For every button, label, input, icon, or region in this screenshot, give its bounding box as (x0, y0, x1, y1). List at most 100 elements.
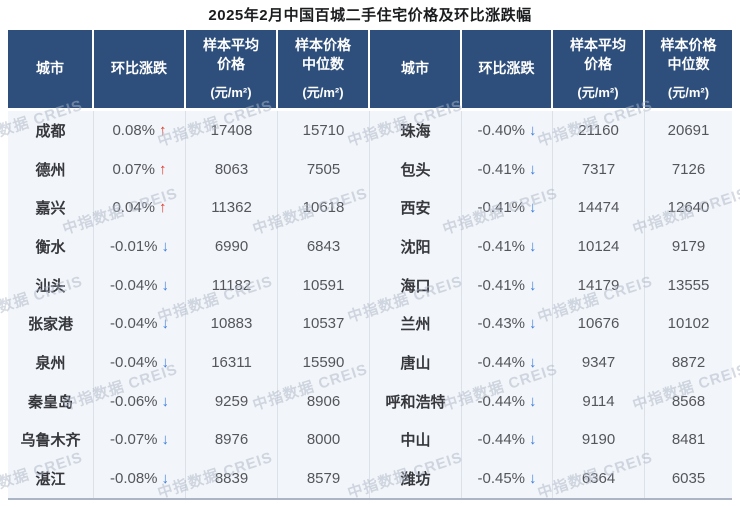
city-cell: 泉州 (8, 343, 94, 382)
chart-title: 2025年2月中国百城二手住宅价格及环比涨跌幅 (208, 7, 532, 24)
change-value: -0.44% (477, 353, 526, 371)
down-arrow-icon: ↓ (529, 276, 537, 294)
header-label: 样本平均 (203, 36, 259, 53)
change-value: -0.08% (109, 470, 158, 488)
city-cell: 乌鲁木齐 (8, 420, 94, 460)
city-cell: 中山 (370, 420, 462, 460)
down-arrow-icon: ↓ (161, 353, 170, 371)
city-cell: 海口 (370, 265, 462, 305)
header-label: 环比涨跌 (478, 60, 535, 77)
change-value: -0.41% (477, 237, 526, 255)
change-cell: -0.01% ↓ (94, 227, 186, 266)
median-price-cell: 8872 (645, 343, 732, 382)
city-cell: 兰州 (370, 304, 462, 344)
down-arrow-icon: ↓ (161, 276, 170, 294)
change-value: -0.41% (477, 199, 526, 217)
avg-price-cell: 8839 (186, 459, 278, 498)
change-cell: -0.06% ↓ (94, 381, 186, 421)
median-price-cell: 15710 (278, 111, 370, 150)
change-cell: -0.45% ↓ (462, 459, 553, 498)
avg-price-cell: 7317 (553, 149, 645, 189)
change-value: -0.44% (477, 431, 526, 449)
avg-price-cell: 14179 (553, 265, 645, 305)
down-arrow-icon: ↓ (161, 315, 170, 333)
down-arrow-icon: ↓ (529, 160, 537, 178)
avg-price-cell: 16311 (186, 343, 278, 382)
change-value: -0.06% (109, 392, 158, 410)
median-price-cell: 6035 (645, 459, 732, 498)
change-value: -0.45% (477, 470, 526, 488)
header-unit: (元/m²) (210, 85, 252, 100)
down-arrow-icon: ↓ (529, 237, 537, 255)
change-value: -0.04% (109, 276, 158, 294)
header-change-left: 环比涨跌 (94, 30, 186, 111)
median-price-cell: 10591 (278, 265, 370, 305)
change-value: -0.41% (477, 276, 526, 294)
change-cell: -0.44% ↓ (462, 343, 553, 382)
header-label: 价格 (217, 56, 245, 73)
avg-price-cell: 10124 (553, 227, 645, 266)
median-price-cell: 12640 (645, 188, 732, 228)
down-arrow-icon: ↓ (529, 470, 537, 488)
down-arrow-icon: ↓ (161, 431, 170, 449)
change-cell: -0.04% ↓ (94, 343, 186, 382)
change-value: 0.07% (112, 160, 156, 178)
change-cell: -0.44% ↓ (462, 381, 553, 421)
header-avg-price-left: 样本平均 价格 (元/m²) (186, 30, 278, 111)
header-label: 价格 (584, 56, 612, 73)
change-cell: -0.41% ↓ (462, 149, 553, 189)
city-cell: 衡水 (8, 227, 94, 266)
down-arrow-icon: ↓ (529, 199, 537, 217)
change-cell: -0.43% ↓ (462, 304, 553, 344)
avg-price-cell: 17408 (186, 111, 278, 150)
change-cell: -0.07% ↓ (94, 420, 186, 460)
city-cell: 呼和浩特 (370, 381, 462, 421)
change-value: -0.44% (477, 392, 526, 410)
down-arrow-icon: ↓ (529, 431, 537, 449)
avg-price-cell: 6364 (553, 459, 645, 498)
median-price-cell: 15590 (278, 343, 370, 382)
down-arrow-icon: ↓ (529, 315, 537, 333)
down-arrow-icon: ↓ (161, 470, 170, 488)
avg-price-cell: 9114 (553, 381, 645, 421)
city-cell: 秦皇岛 (8, 381, 94, 421)
header-label: 样本平均 (570, 36, 626, 53)
header-unit: (元/m²) (577, 85, 619, 100)
header-unit: (元/m²) (667, 85, 710, 100)
header-city-right: 城市 (370, 30, 462, 111)
median-price-cell: 8481 (645, 420, 732, 460)
header-unit: (元/m²) (302, 85, 344, 100)
change-value: -0.40% (477, 121, 526, 139)
header-median-price-right: 样本价格 中位数 (元/m²) (645, 30, 732, 111)
avg-price-cell: 11362 (186, 188, 278, 228)
median-price-cell: 7126 (645, 149, 732, 189)
city-cell: 嘉兴 (8, 188, 94, 228)
change-value: -0.43% (477, 315, 526, 333)
change-cell: -0.41% ↓ (462, 265, 553, 305)
median-price-cell: 10537 (278, 304, 370, 344)
change-cell: -0.04% ↓ (94, 265, 186, 305)
median-price-cell: 13555 (645, 265, 732, 305)
avg-price-cell: 11182 (186, 265, 278, 305)
avg-price-cell: 21160 (553, 111, 645, 150)
avg-price-cell: 8063 (186, 149, 278, 189)
header-label: 样本价格 (295, 36, 351, 53)
up-arrow-icon: ↑ (159, 160, 167, 178)
change-cell: 0.04% ↑ (94, 188, 186, 228)
data-table: 城市 环比涨跌 样本平均 价格 (元/m²) 样本价格 中位数 (元/m²) 城… (8, 30, 732, 500)
header-change-right: 环比涨跌 (462, 30, 553, 111)
down-arrow-icon: ↓ (529, 353, 537, 371)
avg-price-cell: 6990 (186, 227, 278, 266)
up-arrow-icon: ↑ (159, 199, 167, 217)
change-cell: 0.07% ↑ (94, 149, 186, 189)
change-cell: -0.40% ↓ (462, 111, 553, 150)
header-label: 城市 (36, 60, 64, 77)
change-cell: -0.44% ↓ (462, 420, 553, 460)
change-value: -0.04% (109, 353, 158, 371)
median-price-cell: 8906 (278, 381, 370, 421)
down-arrow-icon: ↓ (161, 392, 170, 410)
median-price-cell: 8568 (645, 381, 732, 421)
city-cell: 德州 (8, 149, 94, 189)
median-price-cell: 10102 (645, 304, 732, 344)
